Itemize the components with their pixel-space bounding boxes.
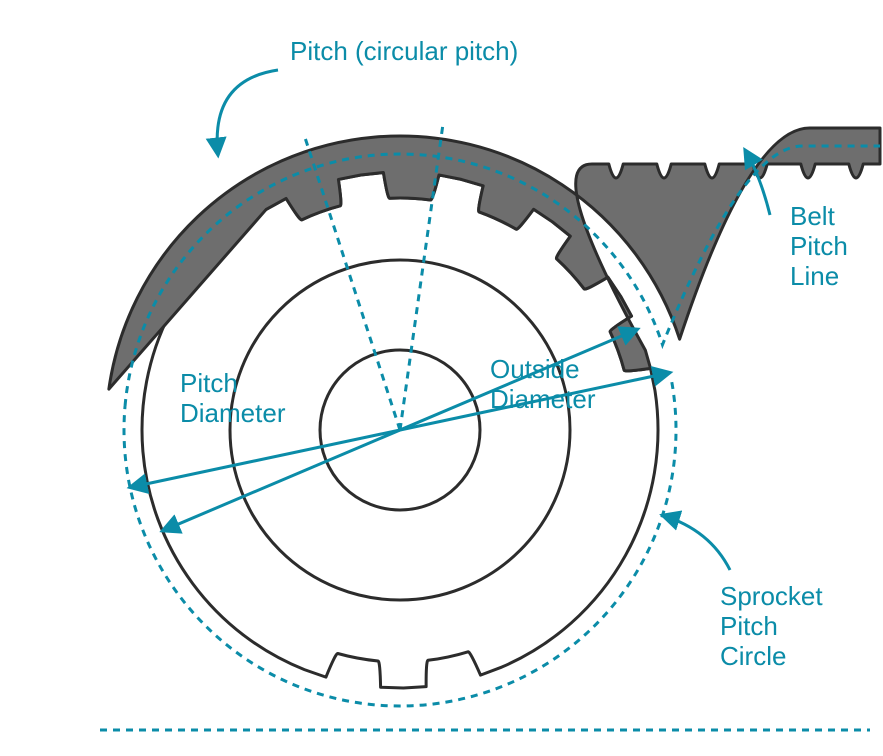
sprocket-diagram: Pitch (circular pitch) BeltPitchLine Sproc… [0,0,883,756]
sprocket-pitch-callout [662,515,730,570]
label-sprocket-pitch-circle: SprocketPitchCircle [720,581,823,671]
label-pitch-circular: Pitch (circular pitch) [290,36,518,66]
label-belt-pitch-line: BeltPitchLine [790,201,848,291]
pitch-callout [217,70,278,155]
